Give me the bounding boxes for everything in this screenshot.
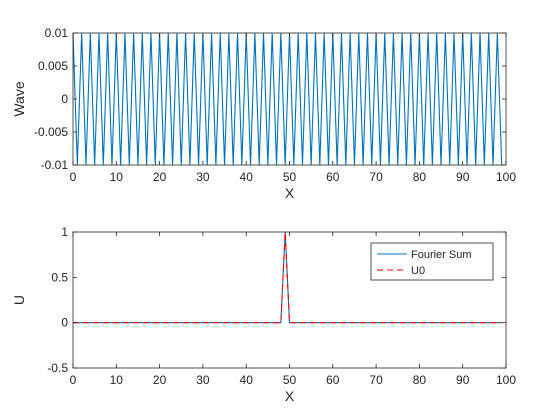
wave-plot-x-tick-label: 10 [110, 170, 124, 184]
u-plot-y-tick-label: 0.5 [51, 270, 68, 284]
u-plot-x-tick-label: 80 [413, 373, 427, 387]
u-plot-x-tick-label: 40 [240, 373, 254, 387]
u-plot-y-tick-label: -0.5 [47, 361, 68, 375]
wave-plot-x-tick-label: 90 [456, 170, 470, 184]
u-plot-x-tick-label: 60 [326, 373, 340, 387]
wave-plot-y-axis-label: Wave [11, 81, 27, 116]
u-plot-y-axis-label: U [11, 295, 27, 305]
u-plot-x-tick-label: 100 [496, 373, 516, 387]
wave-plot-x-tick-label: 0 [70, 170, 77, 184]
wave-plot-ticks: 0 10 20 30 40 50 60 70 80 90 100 0.01 0.005 0 -0.005 -0… [34, 26, 516, 184]
wave-plot-x-tick-label: 70 [369, 170, 383, 184]
wave-plot: 0 10 20 30 40 50 60 70 80 90 100 0.01 0.005 0 -0.005 -0… [11, 26, 516, 201]
wave-plot-x-tick-label: 20 [153, 170, 167, 184]
u-plot-x-tick-label: 30 [196, 373, 210, 387]
u-plot-x-tick-label: 90 [456, 373, 470, 387]
legend-u0-label: U0 [411, 265, 425, 277]
wave-plot-x-tick-label: 60 [326, 170, 340, 184]
wave-plot-axes-frame [72, 32, 507, 166]
u-plot-y-tick-label: 0 [61, 316, 68, 330]
wave-plot-y-tick-label: 0 [61, 92, 68, 106]
u-plot-axes-frame [72, 231, 507, 369]
wave-plot-y-tick-label: 0.005 [38, 59, 68, 73]
u-plot-x-tick-label: 70 [369, 373, 383, 387]
wave-plot-x-tick-label: 30 [196, 170, 210, 184]
legend-box [370, 242, 494, 281]
wave-plot-x-tick-label: 80 [413, 170, 427, 184]
wave-plot-x-tick-label: 100 [496, 170, 516, 184]
u-plot-x-tick-label: 0 [70, 373, 77, 387]
u-plot-x-tick-label: 20 [153, 373, 167, 387]
u-plot-legend: Fourier Sum U0 [370, 242, 494, 281]
u-plot-y-tick-label: 1 [61, 225, 68, 239]
wave-plot-y-tick-label: -0.01 [41, 158, 69, 172]
u-plot-series-u0 [73, 231, 502, 324]
u-plot-x-axis-label: X [285, 388, 295, 404]
wave-plot-x-tick-label: 50 [283, 170, 297, 184]
u-plot-x-tick-label: 50 [283, 373, 297, 387]
wave-plot-x-axis-label: X [285, 185, 295, 201]
wave-plot-series [72, 32, 503, 166]
wave-plot-axes-background [73, 33, 506, 165]
u-plot-x-tick-label: 10 [110, 373, 124, 387]
wave-plot-y-tick-label: -0.005 [34, 125, 68, 139]
wave-plot-x-tick-label: 40 [240, 170, 254, 184]
wave-plot-y-tick-label: 0.01 [45, 26, 69, 40]
wave-plot-series-0 [72, 32, 503, 166]
legend-fourier-sum-label: Fourier Sum [411, 249, 472, 261]
